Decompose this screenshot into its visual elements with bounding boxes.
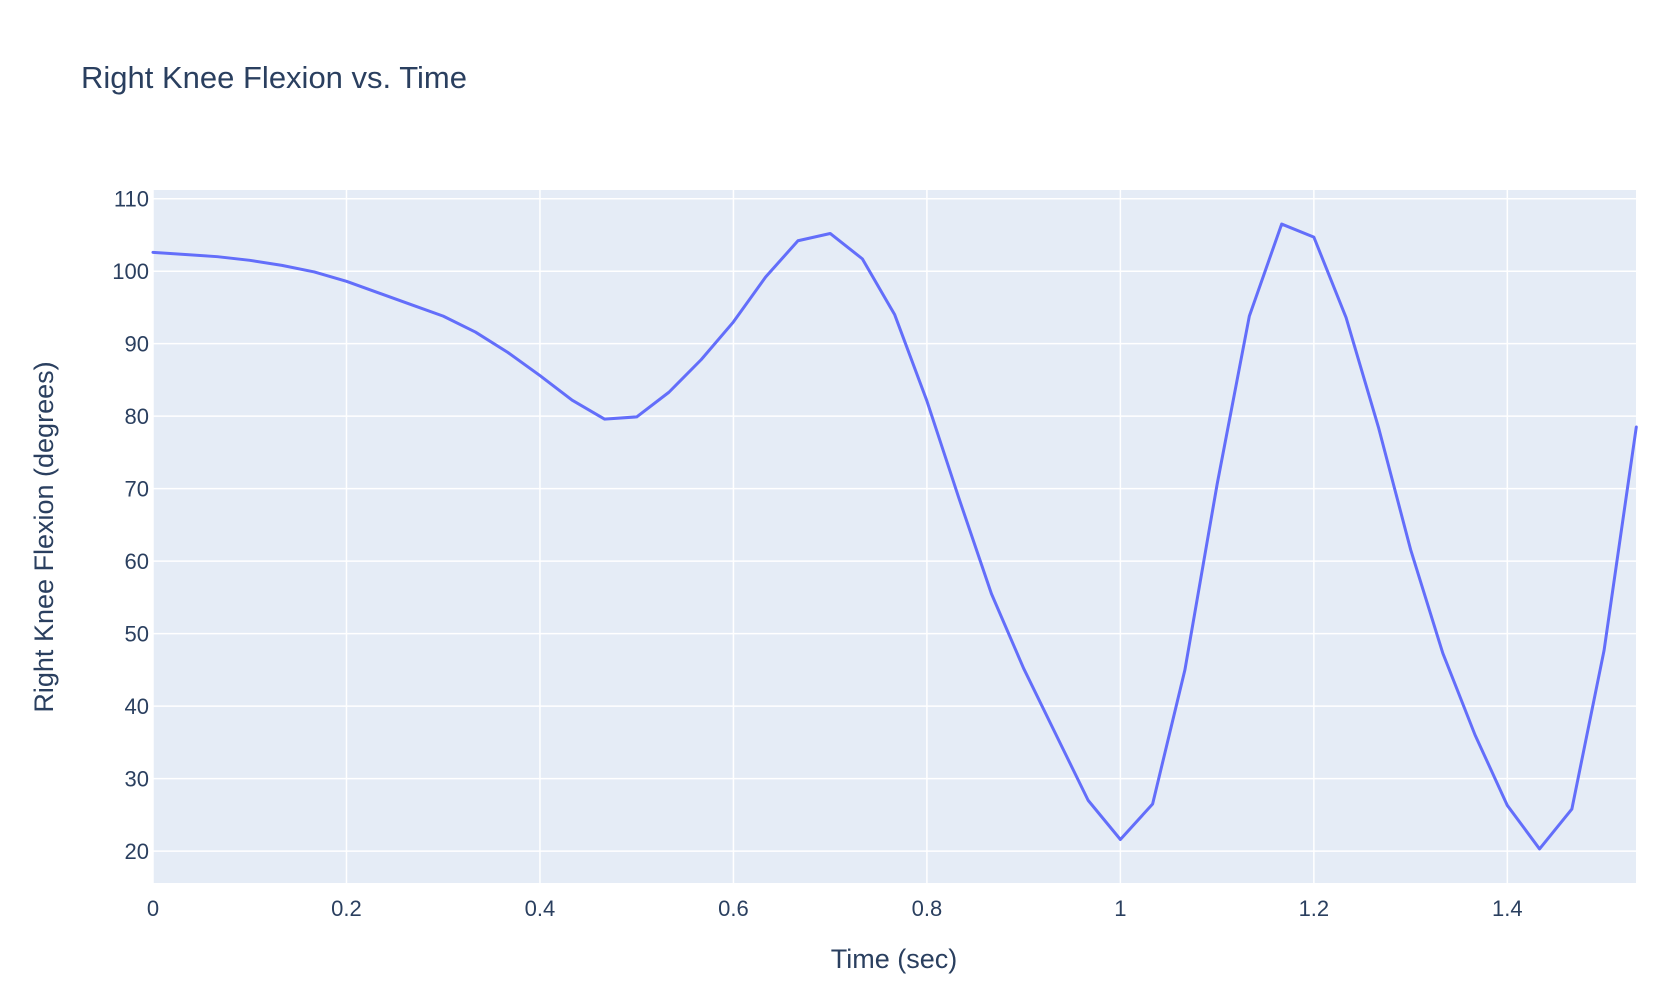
- x-tick-label: 1: [1114, 896, 1126, 921]
- x-tick-label: 0.8: [912, 896, 943, 921]
- x-tick-label: 0: [147, 896, 159, 921]
- y-tick-label: 100: [112, 259, 149, 284]
- y-tick-label: 50: [125, 622, 149, 647]
- y-axis-title: Right Knee Flexion (degrees): [29, 361, 59, 712]
- y-tick-label: 70: [125, 477, 149, 502]
- y-tick-label: 80: [125, 404, 149, 429]
- x-tick-labels: 0 0.2 0.4 0.6 0.8 1 1.2 1.4: [147, 896, 1523, 921]
- x-tick-label: 0.6: [718, 896, 749, 921]
- y-tick-label: 110: [114, 187, 149, 212]
- y-tick-labels: 20 30 40 50 60 70 80 90 100 110: [112, 187, 149, 864]
- y-tick-label: 20: [125, 839, 149, 864]
- chart-title: Right Knee Flexion vs. Time: [81, 60, 467, 95]
- y-gridlines: [153, 197, 1636, 852]
- x-axis-title: Time (sec): [831, 944, 958, 974]
- y-tick-label: 90: [125, 332, 149, 357]
- y-tick-label: 60: [125, 549, 149, 574]
- y-tick-label: 30: [125, 767, 149, 792]
- y-tick-label: 40: [125, 694, 149, 719]
- x-tick-label: 1.4: [1492, 896, 1523, 921]
- x-gridlines: [152, 190, 1509, 883]
- plot-area: [153, 190, 1636, 883]
- x-tick-label: 0.2: [331, 896, 362, 921]
- x-tick-label: 0.4: [525, 896, 556, 921]
- x-tick-label: 1.2: [1299, 896, 1330, 921]
- series-line: [151, 222, 1638, 851]
